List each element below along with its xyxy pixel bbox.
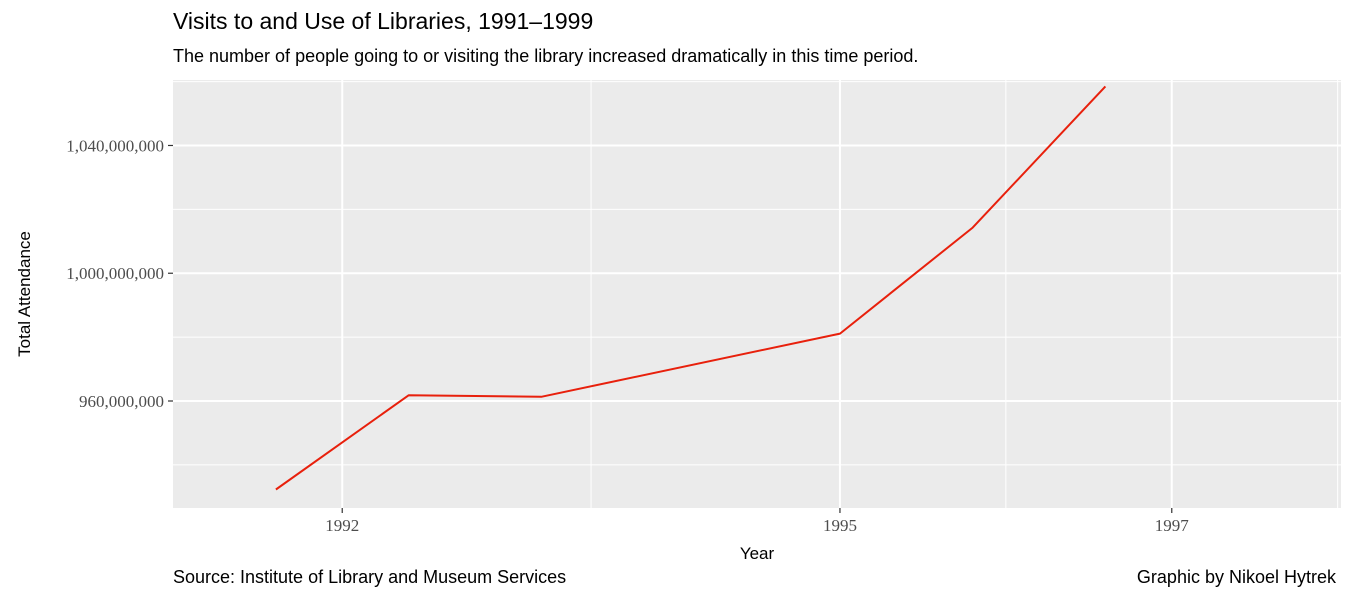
y-tick-label: 960,000,000 — [79, 392, 164, 411]
chart-subtitle: The number of people going to or visitin… — [173, 46, 919, 66]
series-layer — [275, 85, 1107, 491]
credit-caption: Graphic by Nikoel Hytrek — [1136, 567, 1336, 587]
major-x-gridlines — [341, 80, 1173, 508]
x-tick-label: 1997 — [1155, 516, 1190, 535]
chart-title: Visits to and Use of Libraries, 1991–199… — [173, 8, 594, 34]
y-axis: 960,000,000 1,000,000,000 1,040,000,000 — [66, 136, 173, 411]
y-axis-title: Total Attendance — [15, 231, 34, 357]
plot-panel — [173, 80, 1341, 508]
x-tick-label: 1995 — [823, 516, 857, 535]
x-tick-label: 1992 — [325, 516, 359, 535]
major-y-gridlines — [173, 144, 1341, 402]
x-axis-title: Year — [740, 544, 775, 563]
source-caption: Source: Institute of Library and Museum … — [173, 567, 567, 587]
series-line — [275, 85, 1107, 491]
minor-x-gridlines — [590, 80, 1339, 508]
x-axis: 1992 1995 1997 — [325, 508, 1189, 535]
y-tick-label: 1,000,000,000 — [66, 264, 164, 283]
minor-y-gridlines — [173, 81, 1341, 466]
y-tick-label: 1,040,000,000 — [66, 136, 164, 155]
